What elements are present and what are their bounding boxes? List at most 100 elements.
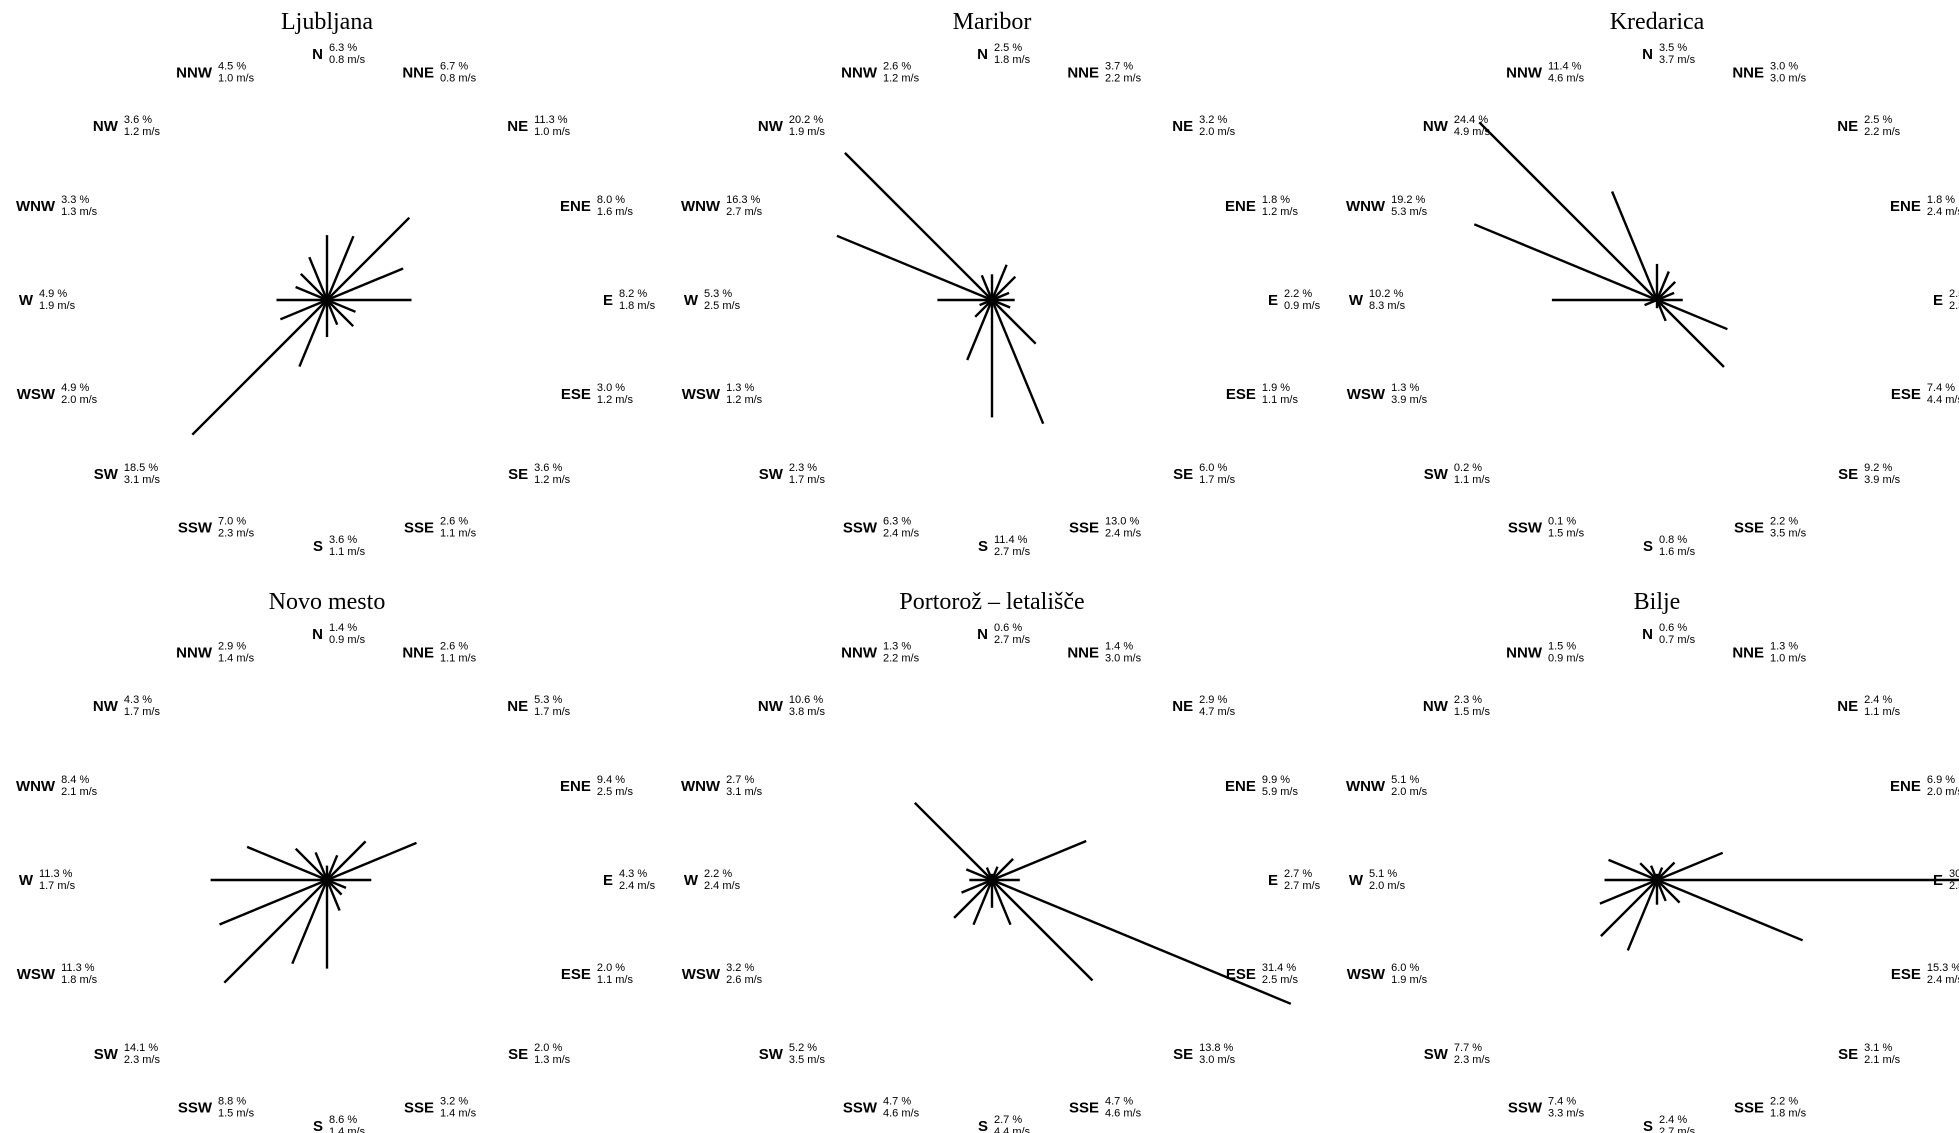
- frequency-label: 11.4 %: [994, 534, 1028, 546]
- frequency-label: 3.2 %: [440, 1095, 468, 1107]
- spoke-ne: [1656, 280, 1677, 301]
- rose-title: Portorož – letališče: [899, 589, 1084, 615]
- speed-label: 1.1 m/s: [1864, 706, 1901, 718]
- frequency-label: 1.8 %: [1262, 194, 1290, 206]
- speed-label: 1.9 m/s: [1391, 974, 1428, 986]
- spoke-se: [1656, 879, 1681, 904]
- spoke-nne: [325, 235, 355, 301]
- frequency-label: 2.7 %: [994, 1114, 1022, 1126]
- direction-label-ne: NE: [1837, 698, 1858, 715]
- spoke-wsw: [961, 878, 993, 894]
- speed-label: 1.3 m/s: [61, 206, 98, 218]
- spoke-nnw: [1649, 865, 1659, 881]
- frequency-label: 9.4 %: [597, 774, 625, 786]
- frequency-label: 4.7 %: [883, 1095, 911, 1107]
- speed-label: 1.2 m/s: [124, 126, 161, 138]
- frequency-label: 8.4 %: [61, 774, 89, 786]
- frequency-label: 2.7 %: [726, 774, 754, 786]
- speed-label: 2.0 m/s: [61, 394, 98, 406]
- spoke-ssw: [1626, 879, 1659, 951]
- spoke-se: [326, 879, 343, 896]
- direction-label-ne: NE: [1172, 118, 1193, 135]
- spoke-ene: [991, 839, 1087, 882]
- spoke-nne: [325, 854, 339, 881]
- direction-label-w: W: [1349, 292, 1364, 309]
- frequency-label: 3.6 %: [124, 114, 152, 126]
- spoke-se: [991, 299, 1037, 345]
- spoke-ene: [326, 841, 417, 882]
- rose-title: Maribor: [953, 9, 1032, 35]
- direction-label-ne: NE: [1172, 698, 1193, 715]
- frequency-label: 18.5 %: [124, 462, 158, 474]
- speed-label: 2.1 m/s: [1864, 1054, 1901, 1066]
- frequency-label: 1.4 %: [1105, 641, 1133, 653]
- speed-label: 3.5 m/s: [789, 1054, 826, 1066]
- direction-label-wsw: WSW: [17, 966, 56, 983]
- direction-label-se: SE: [1173, 1046, 1193, 1063]
- spoke-sw: [191, 299, 328, 436]
- frequency-label: 3.6 %: [329, 534, 357, 546]
- direction-label-nne: NNE: [402, 645, 434, 662]
- speed-label: 1.2 m/s: [1262, 206, 1299, 218]
- speed-label: 3.7 m/s: [1659, 54, 1696, 66]
- direction-label-n: N: [312, 46, 323, 63]
- direction-label-wsw: WSW: [682, 386, 721, 403]
- speed-label: 1.4 m/s: [440, 1107, 477, 1119]
- spoke-ese: [991, 878, 1292, 1005]
- spoke-ne: [326, 840, 367, 881]
- direction-label-ese: ESE: [1226, 966, 1256, 983]
- speed-label: 4.4 m/s: [994, 1126, 1031, 1133]
- direction-label-ssw: SSW: [1508, 519, 1543, 536]
- speed-label: 0.8 m/s: [329, 54, 366, 66]
- spoke-ssw: [291, 879, 329, 965]
- spoke-ne: [326, 216, 411, 301]
- direction-label-n: N: [312, 626, 323, 643]
- speed-label: 0.7 m/s: [1659, 634, 1696, 646]
- frequency-label: 0.6 %: [994, 622, 1022, 634]
- direction-label-nne: NNE: [1732, 65, 1764, 82]
- direction-label-ssw: SSW: [1508, 1099, 1543, 1116]
- frequency-label: 7.4 %: [1927, 382, 1955, 394]
- speed-label: 2.7 m/s: [726, 206, 763, 218]
- speed-label: 1.7 m/s: [39, 880, 76, 892]
- direction-label-s: S: [313, 538, 323, 555]
- frequency-label: 2.6 %: [440, 515, 468, 527]
- frequency-label: 2.5 %: [994, 42, 1022, 54]
- direction-label-sw: SW: [94, 466, 119, 483]
- frequency-label: 8.6 %: [329, 1114, 357, 1126]
- spoke-ese: [1656, 298, 1728, 331]
- speed-label: 0.9 m/s: [1284, 300, 1321, 312]
- speed-label: 3.9 m/s: [1864, 474, 1901, 486]
- speed-label: 1.7 m/s: [534, 706, 571, 718]
- frequency-label: 6.3 %: [329, 42, 357, 54]
- frequency-label: 4.3 %: [124, 694, 152, 706]
- frequency-label: 15.3 %: [1927, 962, 1959, 974]
- frequency-label: 9.9 %: [1262, 774, 1290, 786]
- speed-label: 2.4 m/s: [1105, 527, 1142, 539]
- direction-label-nw: NW: [93, 118, 119, 135]
- direction-label-ssw: SSW: [843, 519, 878, 536]
- direction-label-e: E: [1268, 872, 1278, 889]
- spoke-wnw: [246, 845, 328, 882]
- spoke-wnw: [965, 868, 993, 882]
- frequency-label: 1.8 %: [1927, 194, 1955, 206]
- speed-label: 2.2 m/s: [883, 653, 920, 665]
- speed-label: 4.7 m/s: [1199, 706, 1236, 718]
- spoke-nw: [1478, 121, 1658, 301]
- direction-label-wsw: WSW: [1347, 966, 1386, 983]
- frequency-label: 2.0 %: [597, 962, 625, 974]
- frequency-label: 8.0 %: [597, 194, 625, 206]
- direction-label-wnw: WNW: [681, 198, 721, 215]
- frequency-label: 4.3 %: [619, 868, 647, 880]
- speed-label: 2.5 m/s: [704, 300, 741, 312]
- speed-label: 1.6 m/s: [1659, 546, 1696, 558]
- direction-label-nnw: NNW: [1506, 645, 1543, 662]
- speed-label: 3.3 m/s: [1548, 1107, 1585, 1119]
- speed-label: 3.1 m/s: [726, 786, 763, 798]
- direction-label-ene: ENE: [560, 198, 591, 215]
- speed-label: 3.0 m/s: [1199, 1054, 1236, 1066]
- speed-label: 1.1 m/s: [597, 974, 634, 986]
- spoke-sse: [1655, 879, 1667, 902]
- speed-label: 1.1 m/s: [1262, 394, 1299, 406]
